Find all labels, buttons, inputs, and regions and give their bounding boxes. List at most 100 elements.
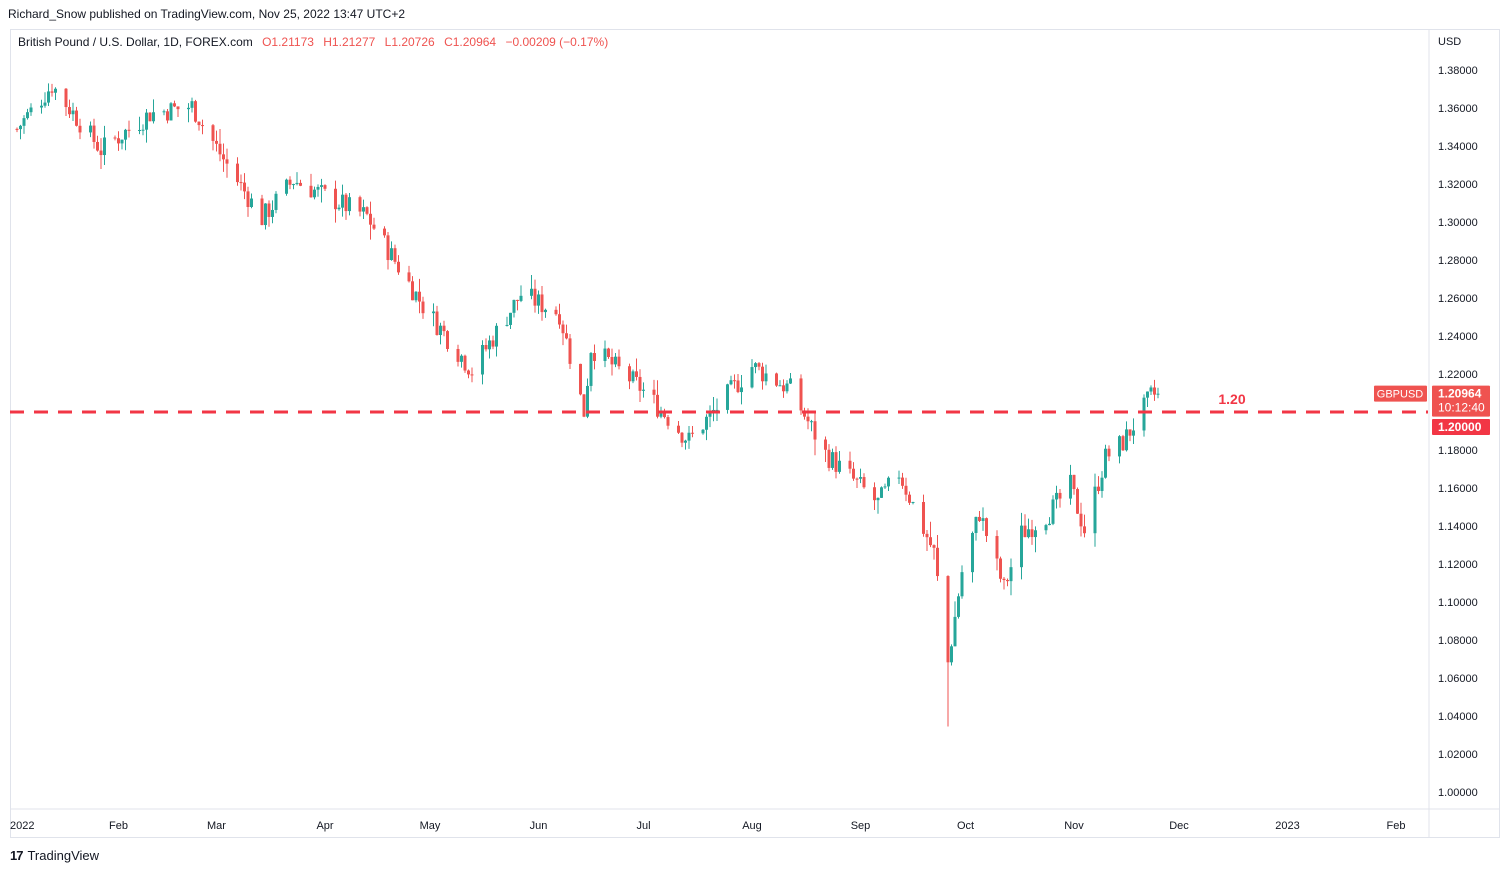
candle-body[interactable] (89, 125, 92, 133)
candle-body[interactable] (75, 110, 78, 126)
candle-body[interactable] (911, 501, 915, 503)
candle-body[interactable] (316, 186, 320, 190)
candle-body[interactable] (96, 141, 99, 151)
candle-body[interactable] (582, 394, 586, 417)
candle-body[interactable] (456, 348, 460, 362)
candle-body[interactable] (999, 558, 1002, 579)
candle-body[interactable] (239, 182, 243, 184)
candle-body[interactable] (1100, 477, 1104, 491)
candle-body[interactable] (334, 188, 337, 210)
candle-body[interactable] (225, 159, 229, 164)
candle-body[interactable] (677, 425, 680, 433)
candle-body[interactable] (1072, 474, 1076, 490)
candle-body[interactable] (754, 363, 757, 368)
candle-body[interactable] (442, 325, 446, 332)
candle-body[interactable] (509, 312, 512, 325)
candle-body[interactable] (705, 416, 708, 430)
candle-body[interactable] (953, 616, 957, 647)
candle-body[interactable] (309, 185, 313, 198)
candle-body[interactable] (659, 410, 663, 417)
candle-body[interactable] (901, 477, 904, 486)
candle-body[interactable] (684, 440, 687, 443)
candle-body[interactable] (344, 194, 348, 212)
candle-body[interactable] (799, 378, 803, 411)
candle-body[interactable] (701, 429, 705, 434)
footer-brand[interactable]: 17 TradingView (10, 848, 99, 863)
candle-body[interactable] (467, 370, 470, 375)
candle-body[interactable] (362, 207, 365, 212)
candle-body[interactable] (1055, 492, 1058, 500)
candle-body[interactable] (127, 129, 131, 131)
symbol-legend[interactable]: British Pound / U.S. Dollar, 1D, FOREX.c… (18, 35, 608, 49)
candle-body[interactable] (750, 367, 754, 388)
candle-body[interactable] (929, 537, 932, 546)
candle-body[interactable] (883, 486, 887, 488)
candle-body[interactable] (267, 203, 271, 217)
candle-body[interactable] (1083, 526, 1086, 534)
candle-body[interactable] (421, 301, 425, 314)
candle-body[interactable] (390, 248, 393, 261)
candle-body[interactable] (439, 325, 442, 336)
candle-body[interactable] (1079, 513, 1083, 527)
candle-body[interactable] (593, 353, 596, 361)
candle-body[interactable] (47, 91, 50, 103)
candle-body[interactable] (561, 324, 565, 334)
candle-body[interactable] (299, 182, 302, 186)
candle-body[interactable] (663, 410, 666, 418)
candle-body[interactable] (1142, 397, 1146, 431)
candle-body[interactable] (411, 281, 414, 301)
candle-body[interactable] (715, 409, 719, 411)
candle-body[interactable] (708, 410, 712, 417)
candle-body[interactable] (323, 185, 327, 189)
candle-body[interactable] (1125, 429, 1128, 451)
candle-body[interactable] (435, 311, 439, 336)
candle-body[interactable] (414, 291, 418, 301)
candle-body[interactable] (638, 376, 642, 391)
candle-body[interactable] (1002, 578, 1006, 581)
candle-body[interactable] (831, 452, 834, 468)
candle-body[interactable] (1153, 387, 1156, 395)
candle-body[interactable] (138, 129, 141, 131)
candle-body[interactable] (1128, 429, 1132, 436)
candle-body[interactable] (897, 477, 901, 479)
candle-body[interactable] (887, 477, 890, 487)
candle-body[interactable] (481, 345, 484, 375)
candle-body[interactable] (320, 185, 323, 187)
candle-body[interactable] (1146, 391, 1149, 398)
candle-body[interactable] (806, 416, 810, 422)
candle-body[interactable] (974, 516, 978, 533)
candle-body[interactable] (50, 91, 54, 93)
candle-body[interactable] (981, 518, 985, 521)
candle-body[interactable] (1149, 387, 1153, 392)
candle-body[interactable] (880, 487, 883, 498)
candle-body[interactable] (876, 497, 880, 501)
candle-body[interactable] (757, 363, 761, 367)
candle-body[interactable] (1107, 448, 1111, 457)
candle-body[interactable] (908, 494, 911, 503)
candle-body[interactable] (589, 353, 593, 386)
candle-body[interactable] (117, 138, 120, 144)
candle-body[interactable] (687, 432, 691, 441)
candle-body[interactable] (533, 288, 537, 306)
candle-body[interactable] (579, 363, 582, 395)
candle-body[interactable] (936, 547, 939, 577)
candle-body[interactable] (162, 111, 166, 113)
candle-body[interactable] (631, 371, 635, 382)
candle-body[interactable] (848, 460, 852, 469)
candle-body[interactable] (785, 383, 789, 392)
candle-body[interactable] (568, 338, 572, 364)
candle-body[interactable] (1030, 529, 1034, 538)
candle-body[interactable] (813, 421, 817, 440)
candle-body[interactable] (607, 348, 610, 357)
candle-body[interactable] (946, 576, 950, 663)
candle-body[interactable] (145, 112, 148, 130)
candle-body[interactable] (726, 384, 729, 410)
candle-body[interactable] (285, 179, 288, 194)
candle-body[interactable] (985, 518, 988, 537)
candle-body[interactable] (603, 348, 607, 361)
candle-body[interactable] (950, 646, 953, 663)
candle-body[interactable] (733, 380, 736, 382)
candle-body[interactable] (512, 299, 516, 313)
candle-body[interactable] (778, 385, 782, 387)
